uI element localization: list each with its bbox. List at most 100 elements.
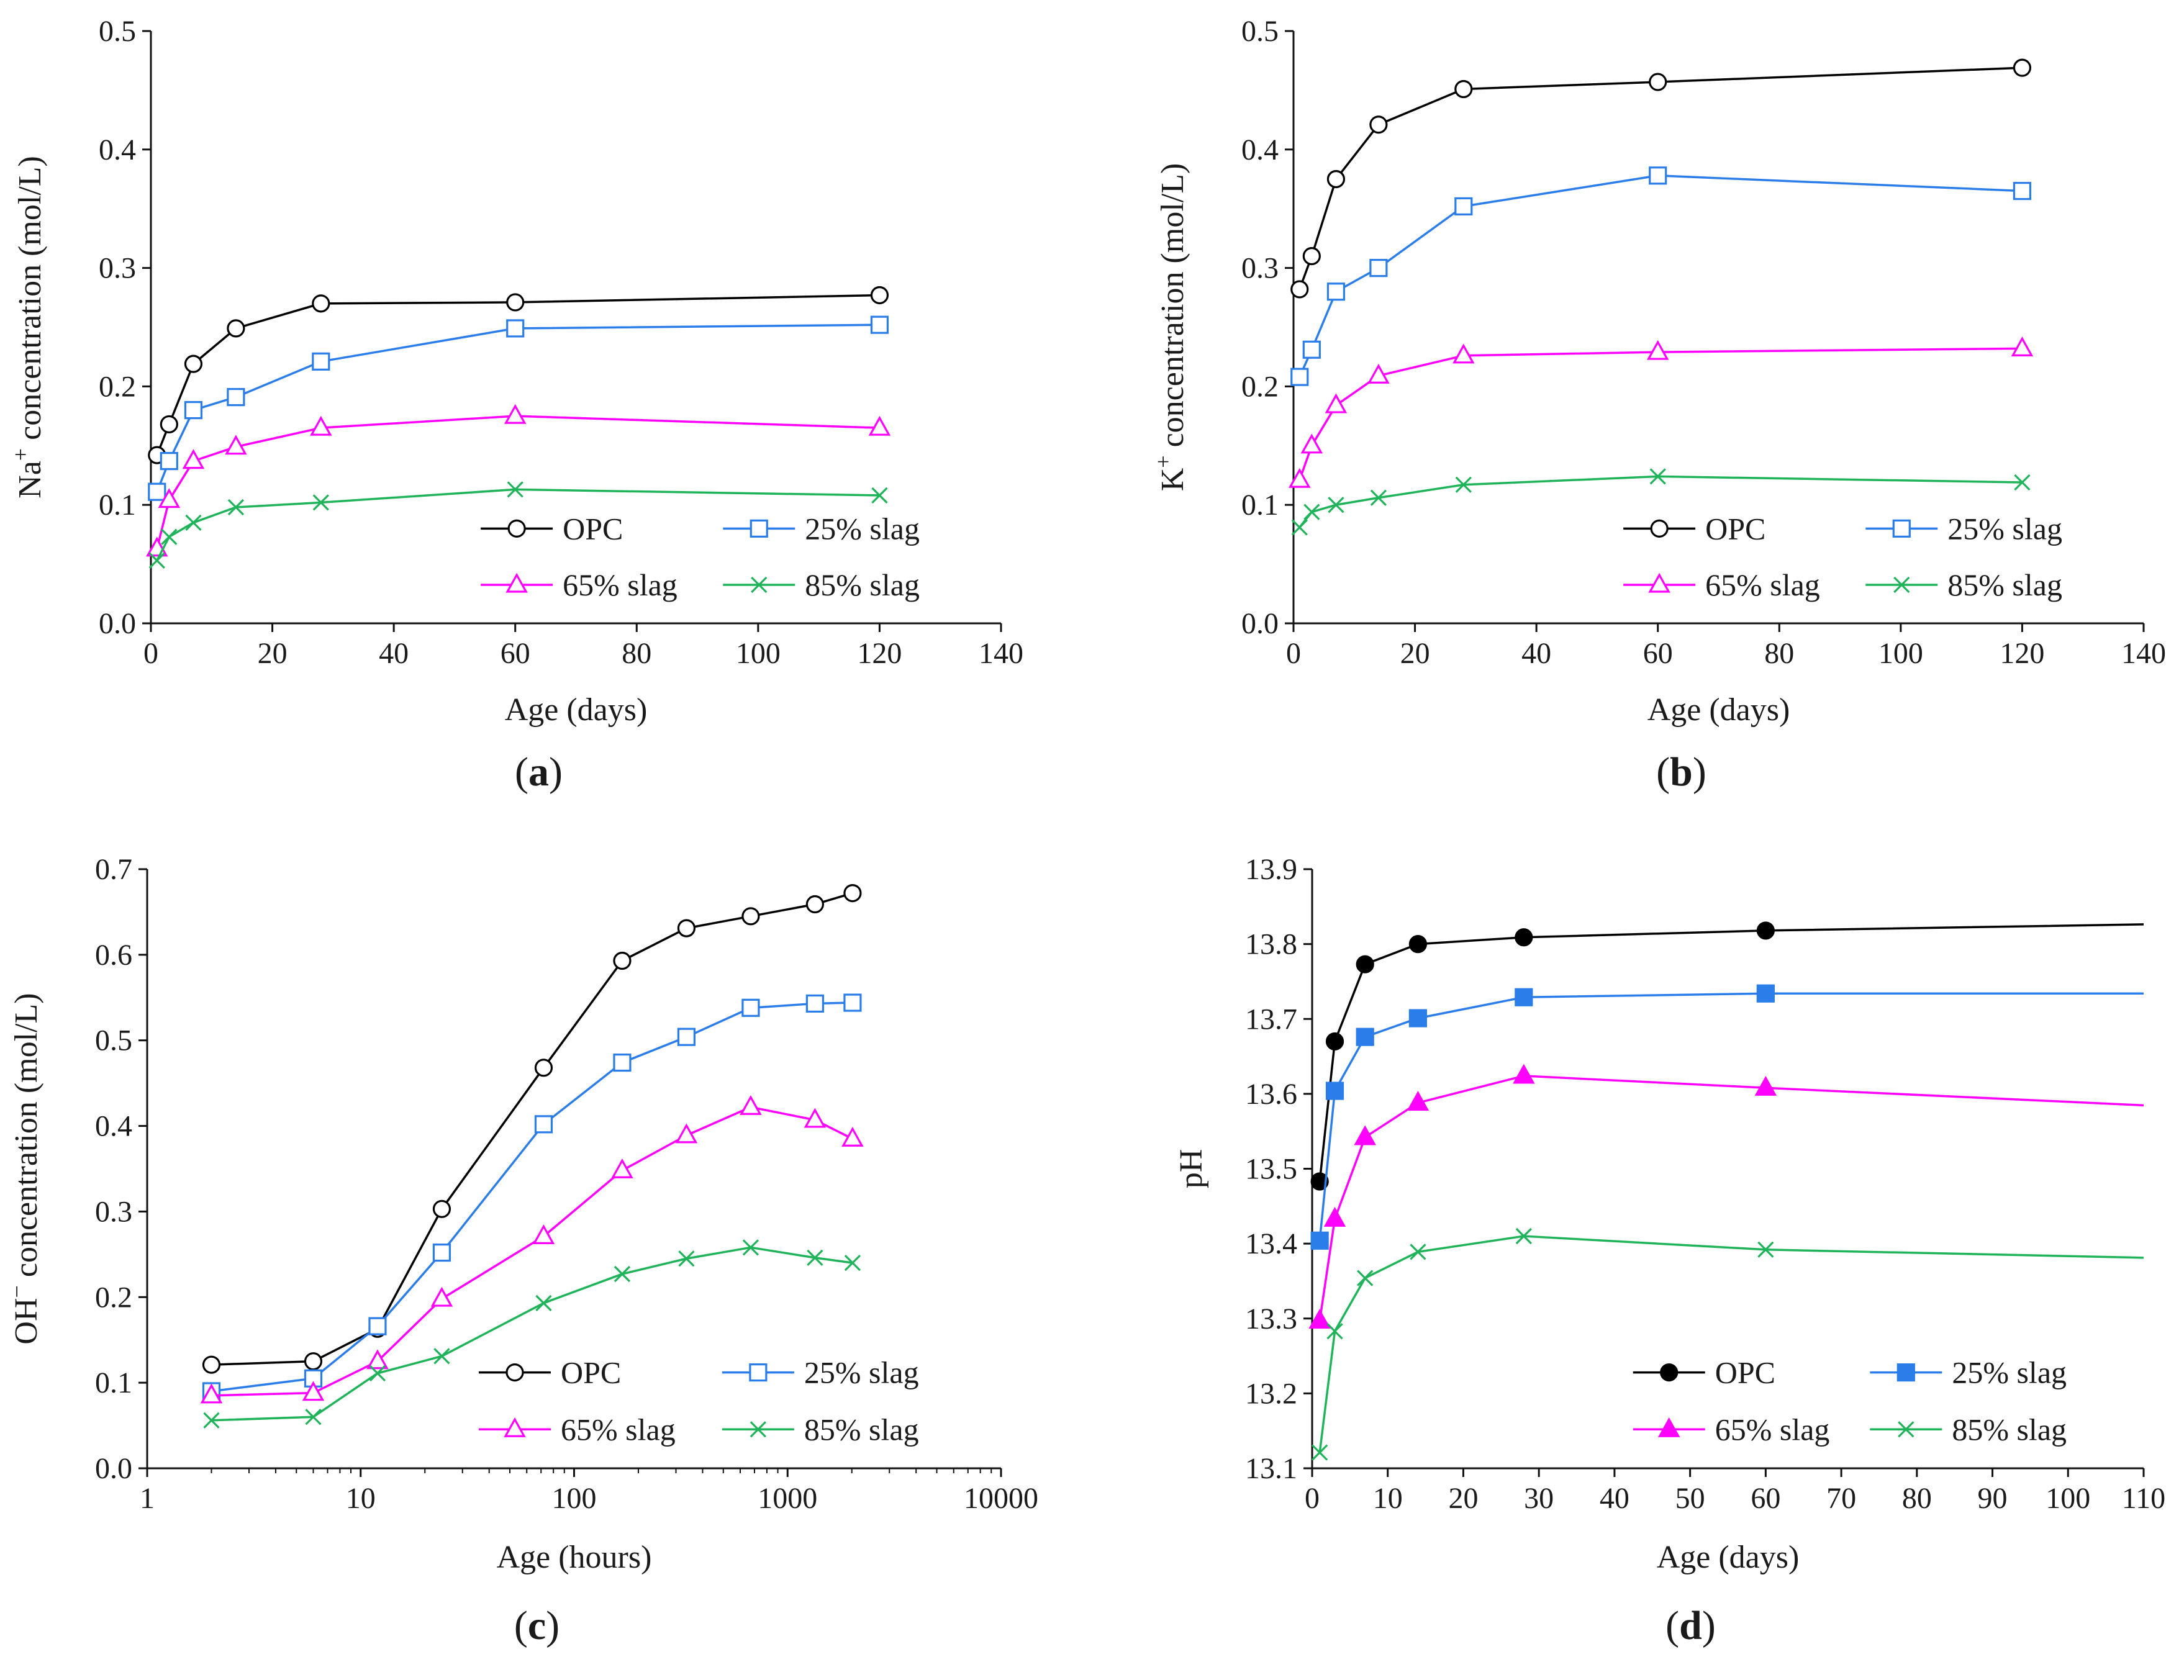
chart-d-ytick-label: 13.9 [1245,853,1297,886]
chart-a-legend-label: 25% slag [805,511,920,546]
chart-c-xtick-label: 1 [140,1482,155,1515]
chart-a-series-0 [148,286,889,464]
chart-a-legend-item: OPC [481,511,623,546]
chart-d-ytick-label: 13.5 [1245,1153,1297,1186]
chart-c-ylabel-rest: concentration (mol/L) [9,993,44,1285]
chart-a-legend-item: 25% slag [723,511,920,546]
chart-c-data-point [432,1199,451,1218]
chart-d-data-point [1515,988,1533,1006]
chart-d-data-point [1325,1032,1344,1051]
chart-a-data-point [312,494,329,511]
chart-b-data-point [1369,115,1388,134]
chart-b-data-point [1302,340,1321,359]
chart-b-data-point [1367,363,1390,384]
chart-b-legend-label: 85% slag [1947,567,2062,602]
chart-c-data-point [534,1059,553,1077]
chart-a-data-point [160,452,178,471]
chart-c-data-point [843,883,862,903]
chart-b-data-point [1646,340,1669,360]
chart-b-ytick-label: 0.3 [1241,252,1279,285]
chart-c-data-point [742,1239,759,1256]
chart-c-data-point [614,1265,631,1283]
chart-b-ylabel-main: K [1155,467,1190,491]
chart-c-data-point [535,1294,552,1312]
chart-a-panel-letter: a [528,749,549,795]
chart-b-legend-label: OPC [1705,511,1765,546]
chart-b-xtick-label: 40 [1521,637,1551,670]
chart-c-ytick-label: 0.7 [95,853,132,886]
chart-d-ylabel: pH [1174,1149,1209,1189]
chart-d-legend-marker [1898,1421,1914,1438]
chart-b-ytick-label: 0.0 [1241,607,1279,640]
chart-b-legend-item: OPC [1623,511,1765,546]
chart-c-ylabel: OH− concentration (mol/L) [4,993,44,1344]
chart-c-data-point [841,1126,864,1147]
chart-d-data-point [1308,1309,1331,1329]
chart-c-data-point [677,919,696,937]
chart-d-data-point [1325,1082,1344,1100]
chart-b-legend-item: 85% slag [1865,567,2062,602]
chart-d-ytick-label: 13.2 [1245,1377,1297,1410]
chart-d-series-3 [1312,1227,2144,1461]
chart-d-legend-item: 25% slag [1870,1355,2067,1390]
chart-c-series-3 [203,1239,861,1429]
chart-b-xtick-label: 0 [1286,637,1301,670]
chart-d-panel-label: (d) [1665,1603,1716,1648]
chart-b-data-point [1326,169,1346,189]
chart-d-data-point [1357,1270,1374,1286]
chart-b-data-point [1328,497,1344,513]
chart-b-data-point [1649,166,1667,185]
chart-d-data-point [1515,928,1533,947]
chart-b-xtick-label: 80 [1764,637,1794,670]
chart-a-ylabel-rest: concentration (mol/L) [12,156,48,448]
chart-b-data-point [1454,197,1473,215]
chart-a-data-point [507,481,523,498]
chart-c-legend-item: OPC [479,1355,621,1390]
chart-a-data-point [506,293,525,312]
chart-a-xtick-label: 80 [622,637,651,670]
chart-b-panel-letter: b [1670,749,1693,795]
chart-b-legend-marker [1892,519,1911,538]
chart-c-xtick-label: 100 [552,1482,597,1515]
chart-c-data-point [613,1053,632,1072]
chart-d-data-point [1354,1125,1376,1145]
chart-a-ytick-label: 0.2 [99,370,136,403]
chart-c-data-point [741,907,760,926]
chart-b-data-point [1649,73,1667,91]
chart-c-legend-label: 25% slag [804,1355,919,1390]
chart-a-data-point [148,552,165,569]
chart-d-xtick-label: 60 [1751,1482,1780,1515]
chart-b-legend-item: 65% slag [1623,567,1820,602]
chart-c-series-line [211,892,853,1366]
chart-c-data-point [534,1115,553,1134]
chart-b-data-point [1370,489,1387,506]
chart-c-data-point [203,1412,220,1429]
chart-d-data-point [1407,1091,1430,1111]
chart-a-data-point [184,355,203,373]
chart-a-data-point [868,415,891,436]
chart-c-data-point [844,1255,861,1271]
chart-b-data-point [1300,433,1323,454]
chart-c-ytick-label: 0.3 [95,1195,132,1228]
chart-c-series-1 [202,993,862,1401]
chart-c: 0.0 0.1 0.2 0.3 0.4 0.5 0.6 0.7 1 10 100 1000 10000 A… [4,853,1038,1648]
chart-b-ylabel: K+ concentration (mol/L) [1151,163,1190,492]
chart-c-data-point [368,1317,387,1335]
chart-b-legend-item: 25% slag [1865,511,2062,546]
chart-b-legend-marker [1650,519,1669,538]
chart-a-xlabel: Age (days) [505,692,648,728]
chart-d-data-point [1326,1323,1343,1340]
chart-d-legend-label: 25% slag [1952,1355,2067,1390]
chart-c-ytick-label: 0.0 [95,1452,132,1485]
chart-c-data-point [433,1348,450,1365]
chart-b-data-point [2013,58,2032,77]
chart-c-legend-label: 85% slag [804,1412,919,1447]
chart-d-xtick-label: 30 [1524,1482,1554,1515]
chart-a-legend-marker [751,576,768,594]
chart-b-legend-marker [1893,576,1910,594]
chart-c-legend-label: OPC [561,1355,621,1390]
chart-d-legend-label: OPC [1715,1355,1775,1390]
chart-a-ytick-label: 0.0 [99,607,136,640]
